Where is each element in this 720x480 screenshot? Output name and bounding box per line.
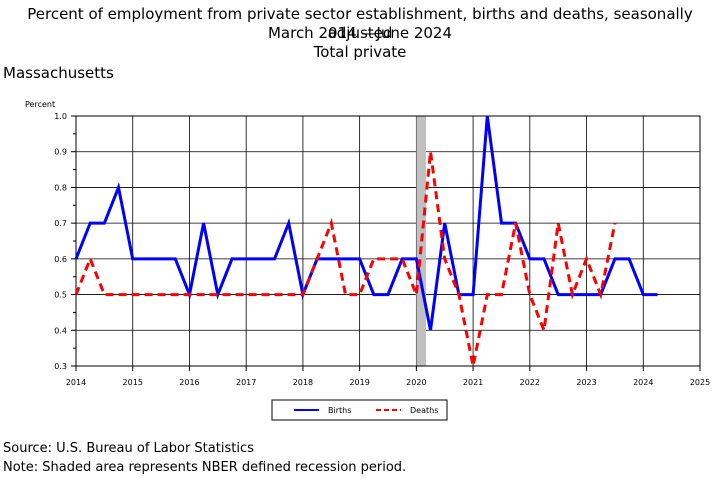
chart-date-range: March 2014 —June 2024 <box>267 24 453 42</box>
chart-subtitle: Total private <box>313 43 407 61</box>
plot-border <box>75 115 701 367</box>
legend-box <box>271 399 448 421</box>
x-tick-label: 2014 <box>66 378 86 387</box>
y-axis-label: Percent <box>25 100 55 109</box>
x-tick-label: 2025 <box>690 378 710 387</box>
y-tick-label: 0.4 <box>54 326 67 335</box>
x-tick-label: 2022 <box>520 378 540 387</box>
x-tick-label: 2023 <box>576 378 596 387</box>
x-tick-label: 2021 <box>463 378 483 387</box>
y-tick-label: 1.0 <box>54 112 67 121</box>
recession-note: Note: Shaded area represents NBER define… <box>3 460 407 475</box>
y-tick-label: 0.9 <box>54 148 67 157</box>
y-tick-label: 0.7 <box>54 219 67 228</box>
x-tick-label: 2016 <box>179 378 199 387</box>
axes: 0.3 0.4 0.5 0.6 0.7 0.8 0.9 1.0 2014 2015 2016 2017… <box>54 112 710 387</box>
x-tick-label: 2017 <box>236 378 256 387</box>
legend: Births Deaths <box>271 399 448 421</box>
x-tick-label: 2020 <box>406 378 426 387</box>
x-tick-label: 2015 <box>123 378 143 387</box>
legend-label-births: Births <box>328 406 351 415</box>
chart-title: Percent of employment from private secto… <box>27 5 693 42</box>
x-tick-label: 2024 <box>633 378 653 387</box>
series-lines <box>74 115 658 367</box>
x-tick-label: 2018 <box>293 378 313 387</box>
y-tick-label: 0.3 <box>54 362 67 371</box>
region-label: Massachusetts <box>3 64 114 82</box>
source-note: Source: U.S. Bureau of Labor Statistics <box>3 441 254 456</box>
grid-lines <box>75 115 701 367</box>
x-tick-label: 2019 <box>349 378 369 387</box>
legend-label-deaths: Deaths <box>410 406 438 415</box>
y-tick-label: 0.5 <box>54 291 67 300</box>
y-tick-label: 0.6 <box>54 255 67 264</box>
y-tick-label: 0.8 <box>54 183 67 192</box>
